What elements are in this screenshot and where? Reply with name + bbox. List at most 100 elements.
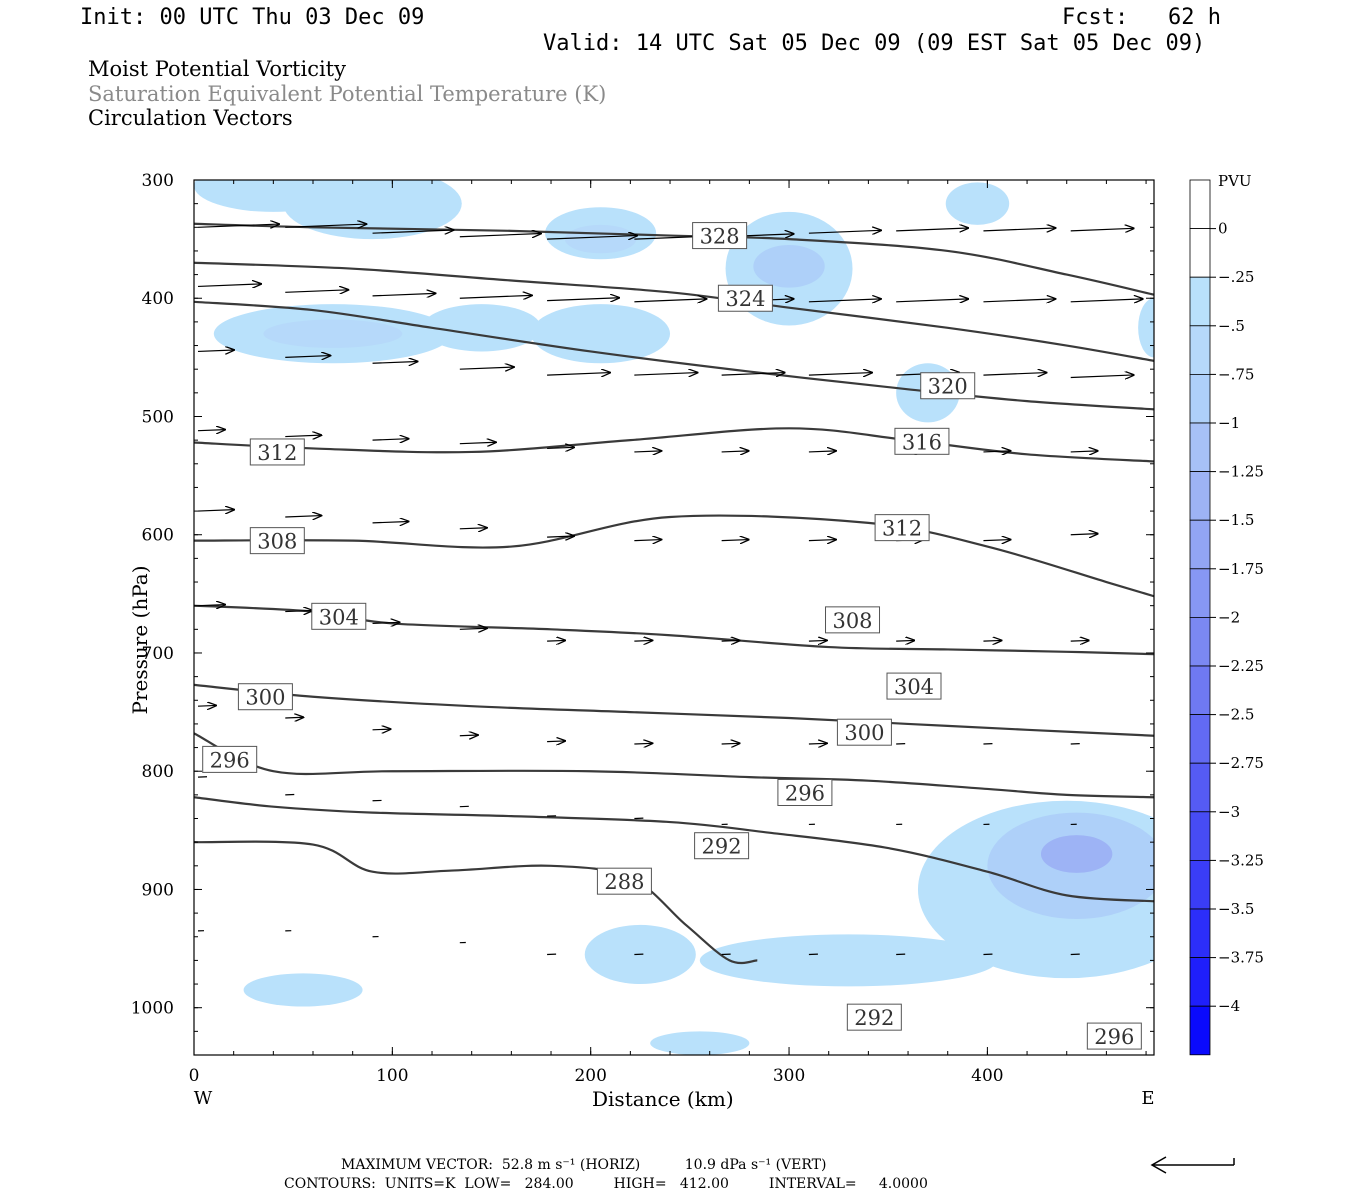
wind-vector [808, 299, 881, 302]
colorbar-label: −2.75 [1218, 754, 1264, 772]
contour-label-box [717, 284, 773, 312]
colorbar-bin [1189, 1005, 1211, 1056]
contour-label: 308 [249, 527, 305, 555]
field-title-pv: Moist Potential Vorticity [88, 57, 346, 81]
wind-vector [634, 299, 706, 302]
colorbar-label: −3.25 [1218, 851, 1264, 869]
contour-label: 328 [692, 222, 748, 250]
contour-label-text: 288 [604, 870, 644, 894]
contour-label-box [1086, 1022, 1142, 1050]
y-axis-label: Pressure (hPa) [128, 565, 152, 715]
axes: 300 400 500 600 700 800 900 1000 0 100 200 300 400 W E [131, 171, 1155, 1109]
thetae-contour-316 [194, 427, 1154, 463]
wind-vector [721, 540, 749, 541]
colorbar-label: −.5 [1218, 317, 1245, 335]
pv-region [531, 304, 671, 364]
contour-label: 304 [886, 672, 942, 700]
valid-time: Valid: 14 UTC Sat 05 Dec 09 (09 EST Sat … [543, 31, 1206, 56]
wind-vector [634, 451, 661, 452]
contour-label-box [874, 514, 930, 542]
pv-colorbar: PVU 0 −.25 −.5 −.75 −1 −1.25 −1.5 −1.75 −2 −2.25 −2… [1189, 172, 1264, 1056]
wind-vector [1070, 375, 1134, 378]
contour-label: 312 [249, 438, 305, 466]
contour-label-box [249, 527, 305, 555]
wind-vector [372, 521, 409, 522]
wind-vector [372, 361, 418, 363]
pv-region [1138, 298, 1154, 358]
wind-vector [372, 622, 400, 623]
colorbar-bin [1189, 617, 1211, 667]
wind-vector [1070, 299, 1143, 302]
contour-label: 296 [1086, 1022, 1142, 1050]
contour-label: 304 [311, 602, 367, 630]
colorbar-label: −2 [1218, 608, 1240, 626]
colorbar-label: −1.25 [1218, 463, 1264, 481]
wind-vector [197, 605, 225, 606]
wind-vector [459, 367, 514, 369]
colorbar-label: −3 [1218, 803, 1240, 821]
colorbar-label: 0 [1218, 220, 1228, 238]
wind-vector [197, 430, 225, 431]
contour-label-text: 304 [894, 675, 934, 699]
footer-max-vector: MAXIMUM VECTOR: 52.8 m s⁻¹ (HORIZ) 10.9 … [341, 1157, 827, 1173]
wind-vector [634, 640, 652, 641]
wind-vector [372, 230, 454, 233]
pv-region [422, 304, 542, 352]
wind-vector [285, 717, 303, 718]
contour-label-box [249, 438, 305, 466]
x-axis-label: Distance (km) [592, 1087, 734, 1111]
wind-vector [459, 234, 541, 237]
wind-vector [634, 540, 661, 541]
wind-vector [1070, 451, 1098, 452]
wind-vector [808, 451, 836, 452]
wind-vector [721, 743, 740, 744]
wind-vector [285, 290, 348, 293]
contour-label: 300 [836, 718, 892, 746]
contour-labels: 328 324 320 316 312 312 308 308 304 304 300 300 296 2… [202, 222, 1142, 1050]
x-end-label-west: W [194, 1088, 213, 1109]
y-tick-label: 500 [142, 407, 174, 427]
wind-vector [896, 228, 968, 231]
y-tick-label: 800 [142, 762, 174, 782]
pv-region [564, 224, 637, 254]
colorbar-bin [1189, 519, 1211, 570]
pv-region [283, 180, 462, 240]
forecast-hour: Fcst: 62 h [1062, 5, 1221, 30]
wind-vector [1070, 228, 1134, 231]
thetae-contour-312 [194, 514, 1154, 598]
y-tick-label: 600 [142, 526, 174, 546]
colorbar-bin [1189, 276, 1211, 327]
contour-label-text: 316 [902, 430, 942, 454]
wind-vector [808, 230, 881, 233]
colorbar-label: −.75 [1218, 365, 1254, 383]
contour-label-box [202, 745, 258, 773]
colorbar-label: −1 [1218, 414, 1240, 432]
wind-vector [808, 640, 827, 641]
y-tick-label: 300 [142, 171, 174, 191]
y-tick-label: 900 [142, 880, 174, 900]
wind-vector [983, 373, 1046, 376]
wind-vector [547, 741, 565, 742]
wind-vector [721, 451, 749, 452]
x-tick-label: 100 [376, 1066, 408, 1086]
contour-label: 324 [717, 284, 773, 312]
y-tick-label: 1000 [131, 999, 174, 1019]
contour-label: 292 [846, 1003, 902, 1031]
colorbar-bin [1189, 228, 1211, 278]
contour-label-box [692, 222, 748, 250]
wind-vector [372, 293, 436, 296]
pv-region [699, 934, 998, 987]
x-tick-label: 0 [189, 1066, 200, 1086]
reference-vector [1150, 1156, 1235, 1174]
wind-vector [547, 640, 565, 641]
contour-label-box [836, 718, 892, 746]
wind-vector [983, 640, 1001, 641]
colorbar-bin [1189, 957, 1211, 1007]
pv-region [753, 245, 825, 288]
wind-vector [1070, 534, 1098, 535]
y-tick-label: 700 [142, 644, 174, 664]
contour-label: 300 [237, 683, 293, 711]
contour-label: 296 [777, 779, 833, 806]
contour-label-text: 312 [882, 517, 922, 541]
wind-vector [459, 628, 487, 629]
